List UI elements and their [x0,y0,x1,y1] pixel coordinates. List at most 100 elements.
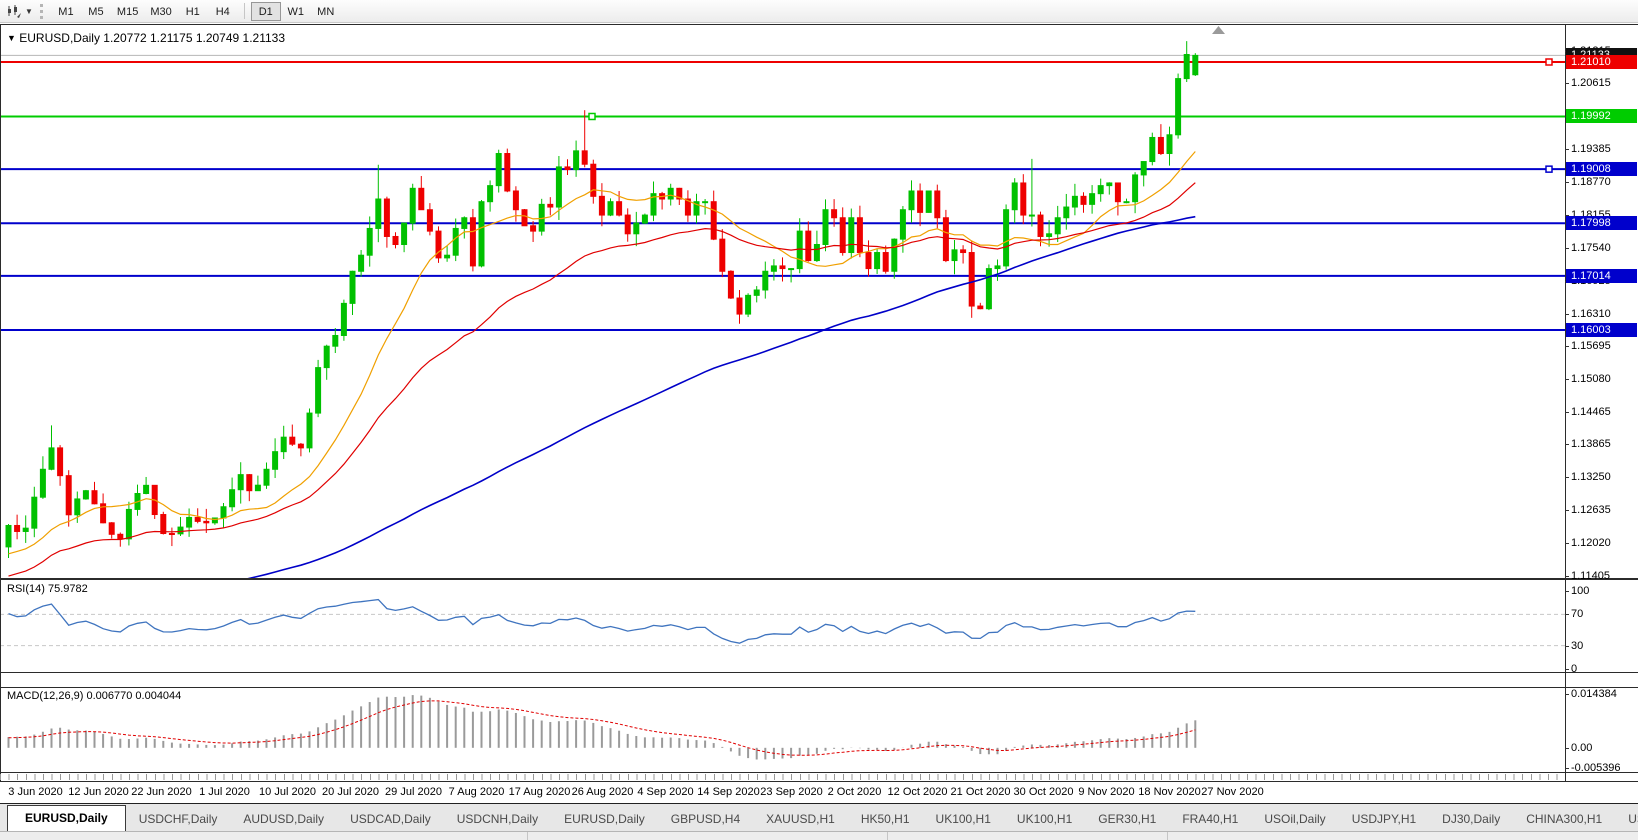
rsi-axis-tick: 30 [1564,639,1584,652]
tab-usdchf-daily[interactable]: USDCHF,Daily [138,812,218,826]
status-bar [0,831,1638,840]
line-handle-marker[interactable] [1545,165,1553,173]
collapse-chart-icon[interactable]: ▼ [7,33,16,43]
macd-axis-tick: 0.014384 [1565,688,1617,700]
macd-axis-tick: 0.00 [1564,741,1593,754]
toolbar: ▼ M1 M5 M15 M30 H1 H4 D1 W1 MN [0,0,1638,23]
price-line-badge[interactable]: 1.19008 [1566,162,1637,177]
date-axis-label: 18 Nov 2020 [1138,786,1201,798]
chart-tab-bar: EURUSD,Daily USDCHF,Daily AUDUSD,Daily USDC… [0,803,1638,831]
chart-shift-icon[interactable] [1212,26,1225,34]
main-price-chart[interactable] [0,24,1565,579]
price-axis-tick: 1.15080 [1565,373,1611,386]
status-divider [527,832,528,840]
price-axis-tick: 1.19385 [1565,142,1611,155]
date-axis-label: 14 Sep 2020 [697,786,760,798]
timeframe-button-w1[interactable]: W1 [287,5,304,18]
date-axis-label: 12 Oct 2020 [887,786,948,798]
tab-hk50-h1[interactable]: HK50,H1 [860,812,910,826]
tab-ger30-h1[interactable]: GER30,H1 [1098,812,1157,826]
main-rsi-divider[interactable] [0,578,1638,580]
macd-signal-line [8,700,1196,756]
chart-top-border [0,24,1638,25]
tab-usdcad-daily[interactable]: USDCAD,Daily [350,812,431,826]
macd-top-border[interactable] [0,687,1638,688]
price-line-badge[interactable]: 1.21010 [1566,55,1637,69]
tab-xauusd-h1[interactable]: XAUUSD,H1 [766,812,835,826]
price-axis: 1.212151.206151.193851.187701.181551.175… [1564,24,1638,782]
tab-eurusd-daily[interactable]: EURUSD,Daily [7,805,126,831]
date-axis-label: 12 Jun 2020 [68,786,129,798]
tab-uk100-h1[interactable]: UK100,H1 [935,812,991,826]
timeframe-button-mn[interactable]: MN [317,5,335,18]
tab-audusd-daily[interactable]: AUDUSD,Daily [243,812,325,826]
timeframe-toolbar: M1 M5 M15 M30 H1 H4 D1 W1 MN [51,0,341,22]
price-line-badge[interactable]: 1.16003 [1566,322,1637,337]
macd-label: MACD(12,26,9) 0.006770 0.004044 [7,690,182,702]
tab-dj30-daily[interactable]: DJ30,Daily [1442,812,1501,826]
tab-fra40-h1[interactable]: FRA40,H1 [1182,812,1239,826]
ma-mid-red [8,182,1196,577]
date-axis-label: 7 Aug 2020 [448,786,505,798]
tab-usoil-h1[interactable]: USOil,H1 [1628,812,1638,826]
macd-axis-tick: -0.005396 [1565,761,1621,774]
rsi-line [8,598,1196,644]
line-handle-marker[interactable] [588,112,596,121]
price-axis-tick: 1.14465 [1565,406,1611,419]
macd-bottom-border [0,772,1638,773]
macd-histogram [7,695,1197,760]
tab-gbpusd-h4[interactable]: GBPUSD,H4 [670,812,741,826]
toolbar-drag-handle[interactable] [39,3,44,19]
price-line-badge[interactable]: 1.19992 [1566,109,1637,124]
line-handle-marker[interactable] [1545,58,1553,66]
chart-symbol-period: EURUSD,Daily [19,31,100,45]
date-axis-label: 3 Jun 2020 [8,786,63,798]
dropdown-caret-icon[interactable]: ▼ [25,6,33,16]
price-axis-tick: 1.12020 [1565,537,1611,550]
rsi-label: RSI(14) 75.9782 [7,583,88,595]
tab-usoil-daily[interactable]: USOil,Daily [1264,812,1326,826]
date-axis-label: 4 Sep 2020 [637,786,694,798]
timeframe-button-m15[interactable]: M15 [116,5,139,18]
chart-left-border [0,24,1,782]
date-axis-label: 27 Nov 2020 [1201,786,1264,798]
tab-eurusd-daily[interactable]: EURUSD,Daily [564,812,645,826]
time-axis-ticks [0,774,1565,780]
status-divider [887,832,888,840]
price-line-badge[interactable]: 1.17014 [1566,268,1637,283]
rsi-axis-tick: 100 [1564,585,1590,597]
timeframe-button-h4[interactable]: H4 [215,5,230,18]
rsi-indicator-pane[interactable] [0,580,1565,672]
chart-ohlc-values: 1.20772 1.21175 1.20749 1.21133 [103,31,286,45]
date-axis-label: 22 Jun 2020 [131,786,192,798]
toolbar-separator [243,3,245,19]
timeframe-button-m30[interactable]: M30 [150,5,172,18]
tab-uk100-h1[interactable]: UK100,H1 [1016,812,1073,826]
chart-tools-icon[interactable] [4,2,24,20]
timeframe-button-d1[interactable]: D1 [250,1,281,21]
date-axis-label: 17 Aug 2020 [508,786,571,798]
price-axis-separator[interactable] [1565,24,1566,782]
price-axis-tick: 1.13250 [1565,471,1611,484]
date-axis[interactable]: 3 Jun 2020 12 Jun 2020 22 Jun 2020 1 Jul 20… [0,786,1565,801]
tab-usdjpy-h1[interactable]: USDJPY,H1 [1351,812,1417,826]
date-axis-label: 26 Aug 2020 [571,786,634,798]
timeframe-button-h1[interactable]: H1 [185,5,200,18]
price-line-badge[interactable]: 1.17998 [1566,216,1637,231]
rsi-axis-tick: 0 [1564,663,1578,675]
date-axis-label: 2 Oct 2020 [827,786,882,798]
ma-slow-blue [243,215,1196,579]
price-axis-tick: 1.16310 [1565,307,1611,320]
price-axis-tick: 1.17540 [1565,241,1611,254]
rsi-bottom-border [0,672,1638,673]
timeframe-button-m1[interactable]: M1 [58,5,74,18]
rsi-axis-tick: 70 [1564,608,1584,621]
tab-china300-h1[interactable]: CHINA300,H1 [1526,812,1603,826]
timeframe-button-m5[interactable]: M5 [88,5,104,18]
date-axis-label: 23 Sep 2020 [760,786,823,798]
ma-fast-orange [8,151,1196,555]
price-axis-tick: 1.18770 [1565,175,1611,188]
macd-indicator-pane[interactable] [0,687,1565,772]
tab-usdcnh-daily[interactable]: USDCNH,Daily [456,812,539,826]
date-axis-label: 20 Jul 2020 [322,786,379,798]
